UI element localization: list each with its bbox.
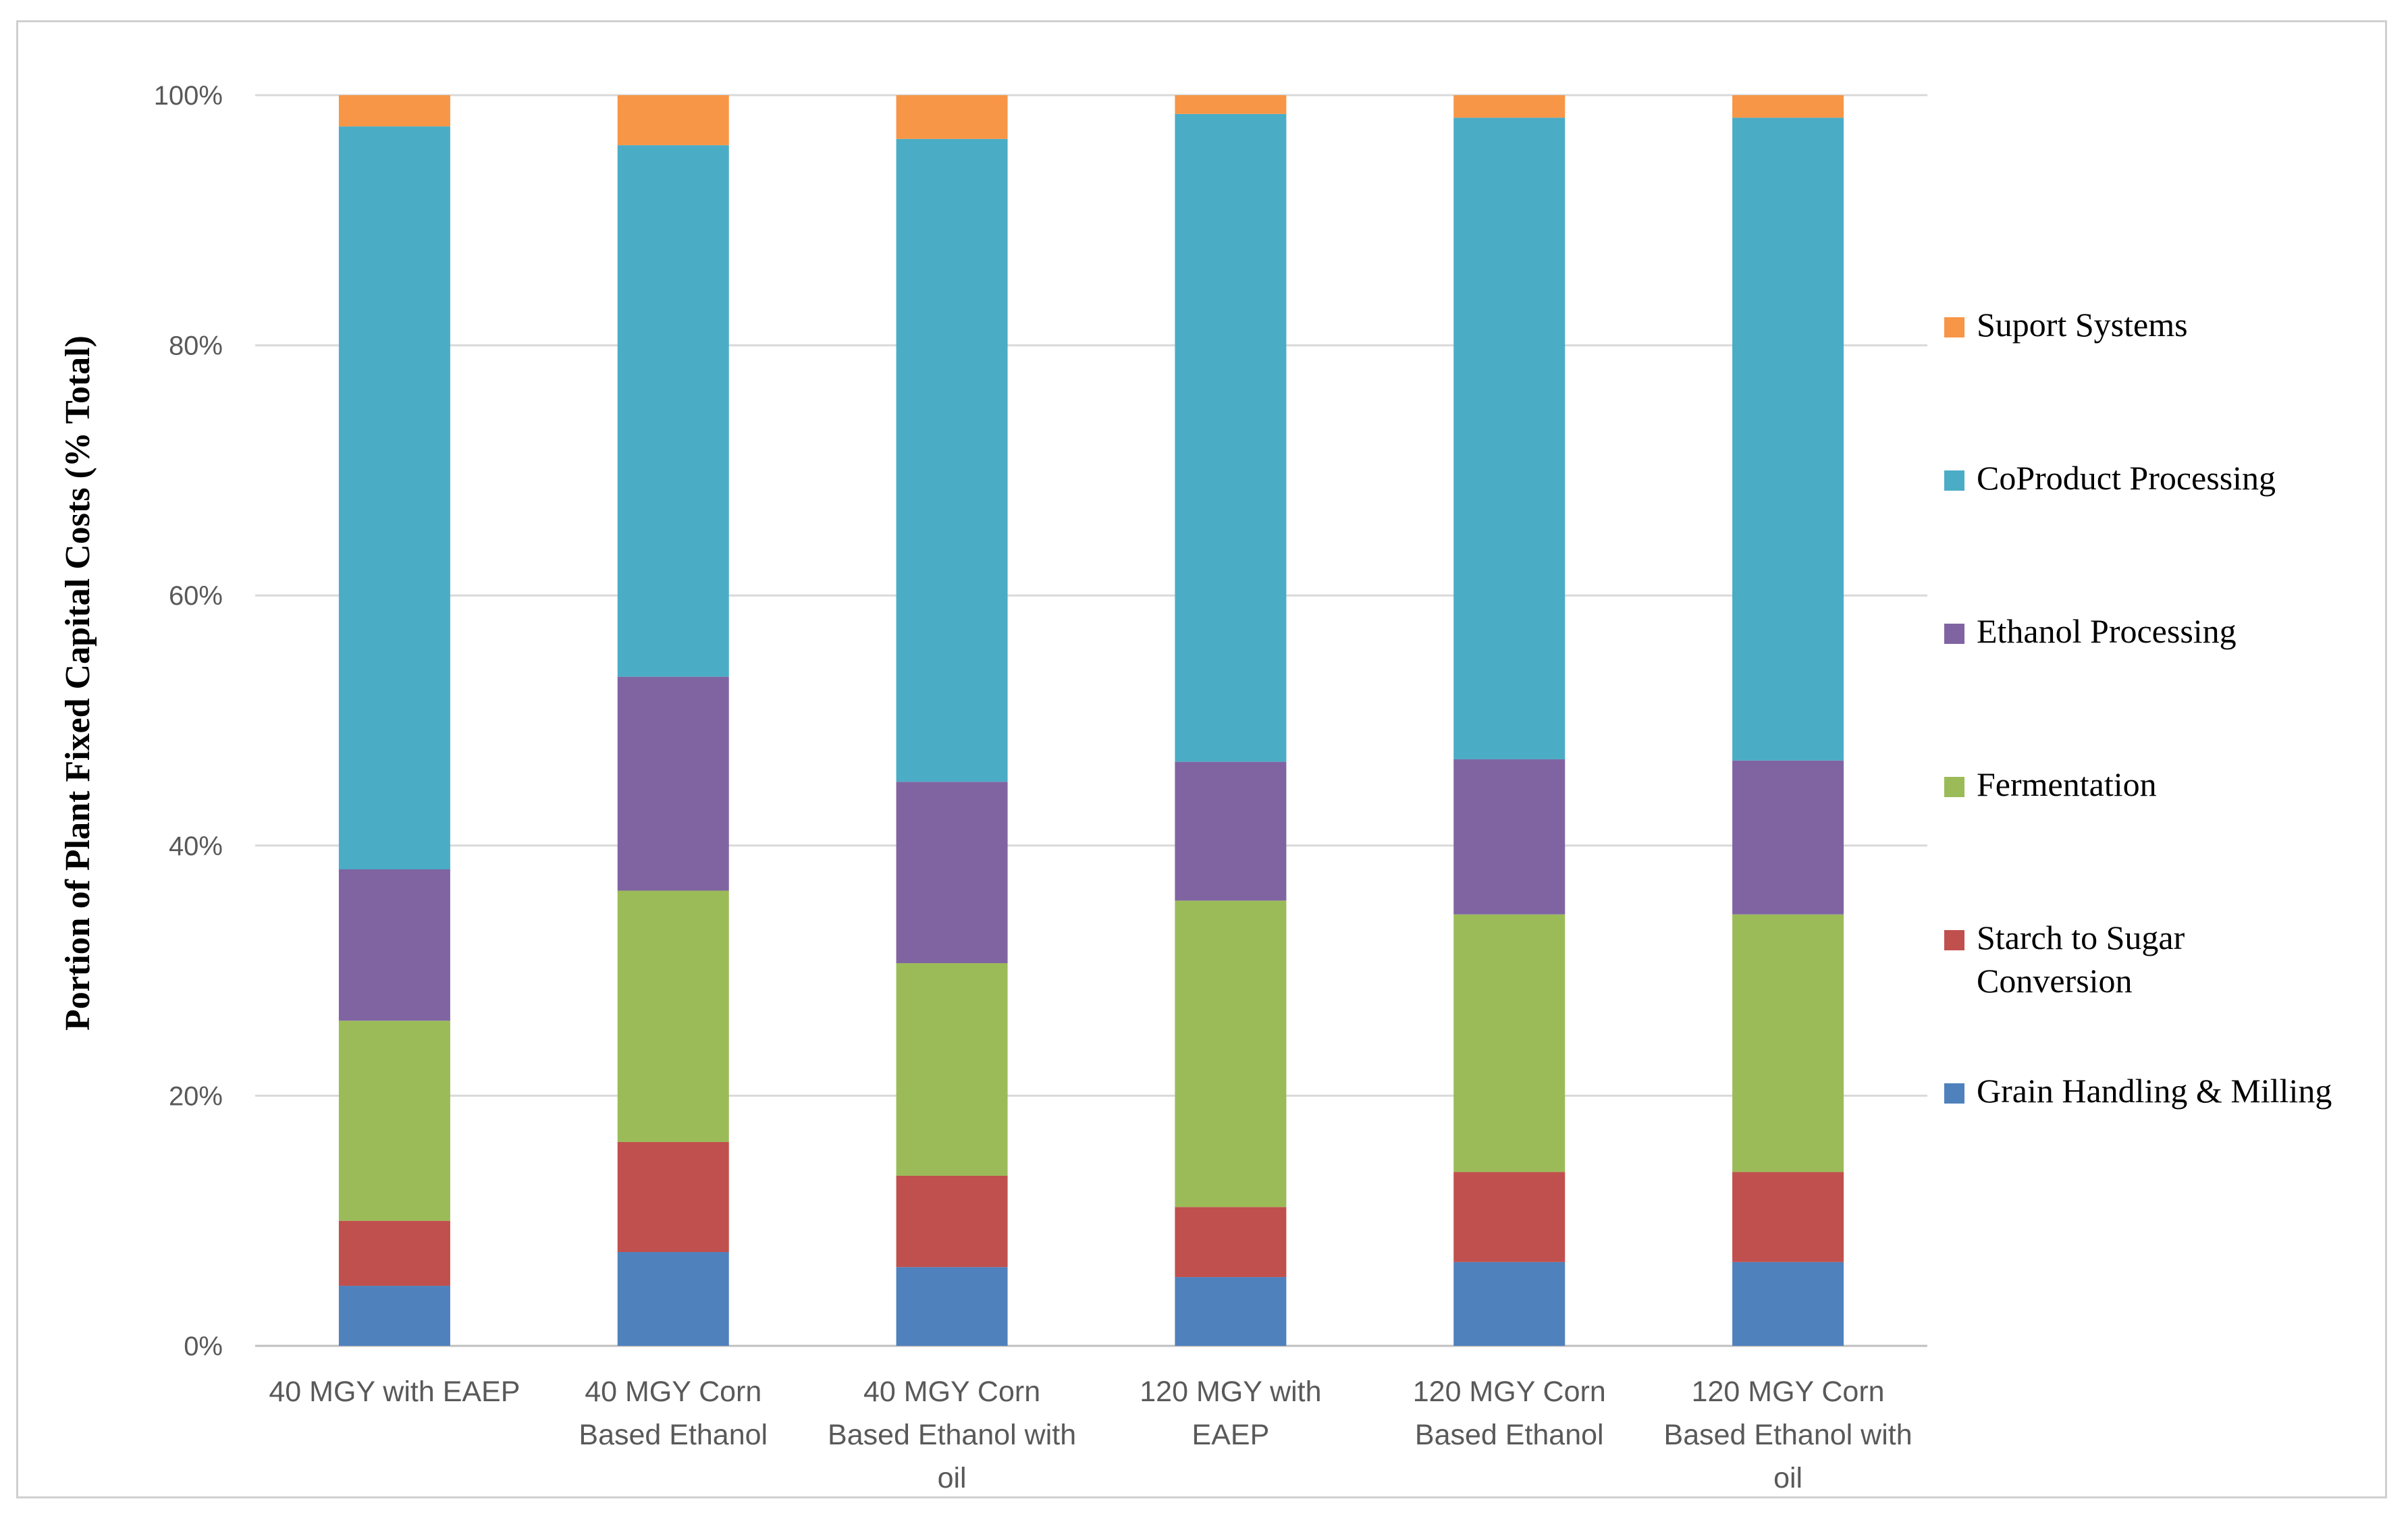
bar-segment [338,1220,450,1286]
legend-swatch [1944,930,1964,950]
legend-label: CoProduct Processing [1977,459,2276,497]
y-tick-label: 0% [184,1332,223,1361]
bars [338,95,1844,1346]
bar-segment [896,1175,1008,1268]
legend-label: Fermentation [1977,765,2157,803]
bar-segment [1453,1172,1566,1262]
legend-label: Starch to Sugar [1977,919,2185,956]
bar-segment [896,962,1008,1176]
bar-segment [338,1286,450,1346]
bar-segment [1175,113,1287,762]
y-axis-ticks: 0% 20% 40% 60% 80% 100% [154,81,223,1361]
bar-segment [1732,1172,1844,1262]
legend-swatch [1944,317,1964,337]
legend-swatch [1944,624,1964,644]
y-tick-label: 60% [169,581,223,611]
bar-segment [338,869,450,1021]
legend-label: Suport Systems [1977,306,2188,344]
x-category-label: Based Ethanol [1415,1419,1604,1451]
y-axis-label: Portion of Plant Fixed Capital Costs (% … [59,335,97,1031]
x-category-label: 40 MGY with EAEP [269,1376,520,1408]
x-category-label: oil [938,1462,967,1494]
y-tick-label: 40% [169,832,223,861]
gridlines [255,94,1927,1347]
legend-label: Ethanol Processing [1977,612,2237,650]
y-tick-label: 20% [169,1081,223,1111]
bar-segment [617,145,729,677]
bar-segment [1453,1261,1566,1346]
x-category-label: 120 MGY with [1140,1376,1321,1408]
bar-segment [1453,759,1566,915]
bar-segment [1175,95,1287,114]
bar-segment [338,126,450,870]
x-category-label: Based Ethanol with [1664,1419,1912,1451]
bar-segment [896,138,1008,782]
legend-swatch [1944,1083,1964,1104]
bar-segment [1732,760,1844,915]
bar-segment [1453,95,1566,118]
bar-segment [1175,1207,1287,1278]
legend-swatch [1944,470,1964,491]
x-category-label: EAEP [1192,1419,1270,1451]
legend-label: Grain Handling & Milling [1977,1072,2332,1110]
bar-segment [1732,117,1844,761]
bar-segment [1453,914,1566,1172]
y-tick-label: 80% [169,331,223,361]
x-axis-categories: 40 MGY with EAEP 40 MGY Corn Based Ethanol… [269,1376,1912,1494]
bar-segment [617,676,729,891]
legend-swatch [1944,777,1964,797]
bar-segment [338,95,450,127]
bar-segment [896,782,1008,963]
bar-segment [1175,1277,1287,1346]
bar-segment [617,1141,729,1253]
bar-segment [617,95,729,146]
legend: Suport Systems CoProduct Processing Ethano… [1944,306,2332,1110]
x-category-label: 120 MGY Corn [1413,1376,1606,1408]
x-category-label: 120 MGY Corn [1692,1376,1885,1408]
legend-label: Conversion [1977,962,2133,1000]
bar-segment [1453,117,1566,759]
x-category-label: 40 MGY Corn [863,1376,1040,1408]
bar-segment [896,95,1008,139]
x-category-label: Based Ethanol with [828,1419,1076,1451]
bar-segment [338,1021,450,1221]
bar-segment [1175,761,1287,901]
x-category-label: Based Ethanol [579,1419,768,1451]
x-category-label: 40 MGY Corn [585,1376,761,1408]
bar-segment [617,1252,729,1346]
bar-segment [1732,914,1844,1172]
y-tick-label: 100% [154,81,223,111]
x-category-label: oil [1773,1462,1802,1494]
bar-segment [617,890,729,1142]
bar-segment [896,1267,1008,1346]
bar-segment [1732,95,1844,118]
bar-segment [1732,1261,1844,1346]
bar-segment [1175,900,1287,1207]
